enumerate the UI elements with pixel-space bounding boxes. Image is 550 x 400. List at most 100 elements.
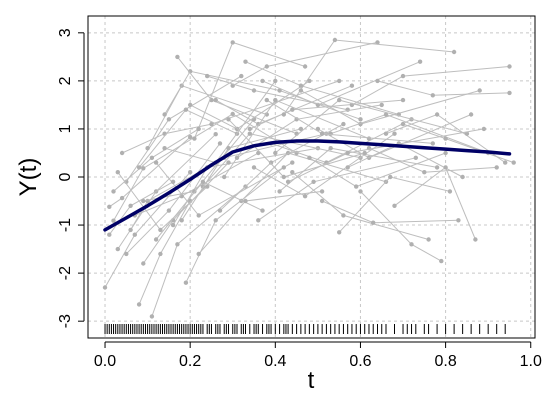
observation-point [119,150,125,156]
plot-frame [87,15,536,339]
trajectory-line [121,80,340,154]
observation-point [319,198,325,204]
grid [88,16,535,338]
observation-point [196,213,201,218]
observation-point [298,83,304,88]
y-tick-label: -2 [57,266,74,280]
observation-point [264,97,269,103]
observation-point [256,218,261,223]
observation-point [460,174,465,180]
observation-point [302,64,308,69]
observation-point [375,40,380,45]
observation-point [400,73,406,79]
observation-point [188,134,193,140]
observation-point [141,166,146,171]
observation-point [290,160,295,165]
observation-point [277,189,282,194]
observation-point [107,204,112,209]
observation-point [434,165,440,170]
observation-point [175,54,180,60]
trajectory-line [351,66,510,106]
observation-point [119,195,125,201]
observation-point [345,165,350,170]
observation-point [239,73,244,79]
observation-point [153,160,159,165]
observation-point [188,170,193,175]
observation-point [434,112,440,117]
observation-point [332,37,338,43]
observation-point [392,131,397,136]
mean-curve [103,139,512,232]
y-tick-label: 1 [57,124,74,133]
observation-point [136,165,142,170]
observation-point [141,261,146,266]
trajectory-line [321,200,459,224]
observation-point [400,97,406,103]
observation-point [188,198,193,204]
observation-point [196,251,201,257]
observation-point [358,189,363,194]
observation-point [243,59,248,64]
y-tick-label: -1 [57,218,74,232]
observation-point [328,146,333,151]
observation-point [337,97,342,103]
trajectory-line [232,41,378,87]
observation-point [473,237,478,242]
trajectory-line [215,85,353,125]
observation-point [209,121,214,127]
x-tick-label: 0.6 [349,353,371,370]
rug [104,324,506,334]
observation-point [226,146,231,151]
observation-point [124,251,129,257]
observation-point [166,117,172,122]
observation-point [443,150,448,156]
observation-point [102,285,108,290]
observation-point [162,112,167,117]
observation-point [503,160,508,165]
observation-point [149,155,155,160]
observation-point [281,112,286,117]
observation-point [507,90,512,96]
observation-point [468,112,474,117]
trajectory-line [309,152,446,188]
x-tick-label: 0.2 [179,353,201,370]
mean-curve-layer [103,139,512,232]
trajectory-line [113,113,297,221]
observation-point [481,126,487,132]
observation-point [273,78,278,84]
observation-point [128,227,133,233]
observation-point [430,141,435,146]
observation-point [196,126,201,132]
observation-point [439,258,444,264]
observation-point [456,218,461,223]
observation-point [264,112,269,117]
observation-point [170,222,176,228]
y-tick-label: -3 [57,314,74,328]
observation-point [319,189,325,194]
trajectory-line [198,190,323,255]
observation-point [111,189,116,194]
trajectory-line [130,133,327,231]
observation-point [166,208,172,213]
observation-point [226,160,231,165]
observation-point [107,232,112,237]
x-tick-label: 1.0 [520,353,542,370]
observation-point [290,107,295,112]
observation-point [409,242,414,247]
observation-point [153,237,159,242]
observation-point [243,198,248,204]
observation-point [383,131,389,136]
x-tick-label: 0.4 [264,353,286,370]
trajectory-line [138,200,191,305]
observation-point [307,78,312,84]
observation-point [319,131,325,136]
observation-point [354,184,359,189]
observation-point [145,146,150,151]
trajectory-line [151,186,246,317]
observation-point [217,141,223,146]
observation-point [205,73,210,79]
observation-point [251,165,257,170]
observation-point [298,126,304,132]
x-tick-label: 0.0 [94,353,116,370]
